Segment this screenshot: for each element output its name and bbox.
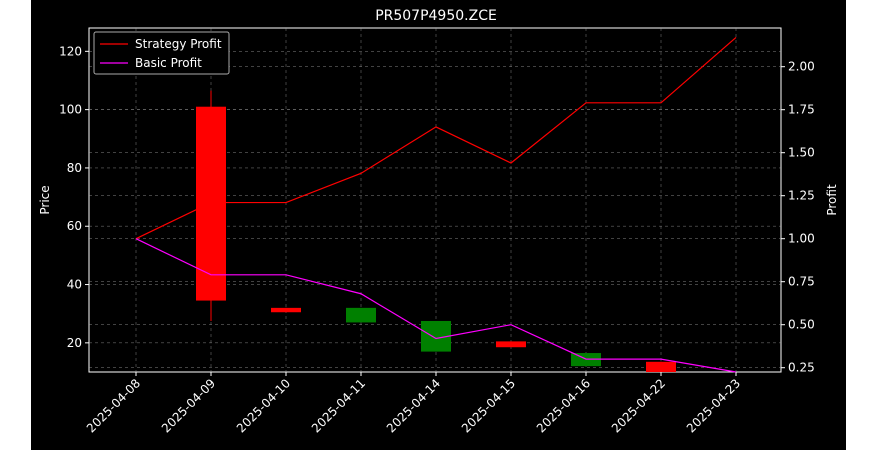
y-tick-label-right: 0.50 bbox=[788, 318, 815, 332]
y-tick-label-left: 60 bbox=[67, 219, 82, 233]
basic-profit-line bbox=[135, 238, 737, 373]
chart-title: PR507P4950.ZCE bbox=[375, 8, 497, 24]
y-tick-label-right: 2.00 bbox=[788, 60, 815, 74]
candle-body bbox=[496, 341, 526, 348]
y-tick-label-right: 0.75 bbox=[788, 275, 815, 289]
y-tick-label-left: 120 bbox=[59, 44, 82, 58]
y-tick-label-left: 40 bbox=[67, 278, 82, 292]
strategy-profit-line bbox=[135, 37, 737, 240]
y-tick-label-right: 1.75 bbox=[788, 103, 815, 117]
candle-body bbox=[271, 307, 301, 313]
y-tick-label-left: 80 bbox=[67, 161, 82, 175]
y-tick-label-left: 20 bbox=[67, 336, 82, 350]
x-tick-label: 2025-04-23 bbox=[684, 376, 743, 435]
x-tick-label: 2025-04-22 bbox=[609, 376, 668, 435]
x-tick-label: 2025-04-14 bbox=[384, 376, 443, 435]
legend-label-basic-profit: Basic Profit bbox=[135, 56, 202, 70]
plot-frame bbox=[88, 27, 782, 373]
candle-body bbox=[196, 106, 226, 301]
y-axis-label-right: Profit bbox=[825, 184, 839, 216]
y-tick-label-right: 0.25 bbox=[788, 361, 815, 375]
y-tick-label-right: 1.00 bbox=[788, 232, 815, 246]
legend-label-strategy-profit: Strategy Profit bbox=[135, 37, 222, 51]
chart-svg: PR507P4950.ZCE 2025-04-08 2025-04-09 2025-… bbox=[38, 8, 839, 435]
y-tick-label-left: 100 bbox=[59, 103, 82, 117]
x-tick-label: 2025-04-08 bbox=[84, 376, 143, 435]
candle-layer bbox=[196, 90, 676, 372]
legend: Strategy Profit Basic Profit bbox=[93, 31, 230, 75]
candle-body bbox=[346, 307, 376, 323]
x-tick-label: 2025-04-10 bbox=[234, 376, 293, 435]
chart-figure: PR507P4950.ZCE 2025-04-08 2025-04-09 2025-… bbox=[31, 0, 846, 450]
x-tick-label: 2025-04-15 bbox=[459, 376, 518, 435]
y-axis-label-left: Price bbox=[38, 185, 52, 214]
y-tick-label-right: 1.25 bbox=[788, 189, 815, 203]
y-tick-label-right: 1.50 bbox=[788, 146, 815, 160]
x-tick-label: 2025-04-11 bbox=[309, 376, 368, 435]
x-tick-label: 2025-04-09 bbox=[159, 376, 218, 435]
x-tick-label: 2025-04-16 bbox=[534, 376, 593, 435]
candle-body bbox=[646, 361, 676, 372]
line-layer bbox=[135, 37, 737, 373]
